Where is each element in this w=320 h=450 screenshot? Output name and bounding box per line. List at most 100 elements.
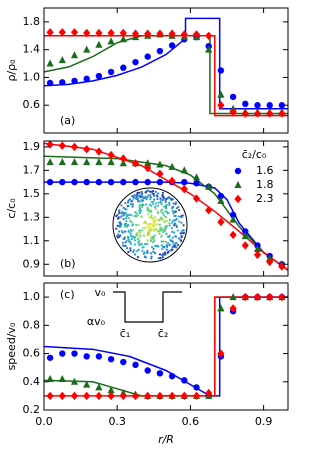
particle	[161, 199, 164, 202]
particle	[174, 201, 178, 204]
particle	[118, 221, 121, 224]
point	[242, 100, 249, 108]
particle	[153, 252, 157, 255]
point	[241, 232, 249, 240]
point	[95, 383, 103, 391]
particle	[152, 194, 156, 198]
point	[119, 154, 127, 163]
particle	[137, 194, 141, 197]
speed-step	[113, 291, 182, 323]
particle	[116, 217, 120, 220]
particle	[164, 240, 167, 243]
particle	[149, 198, 152, 201]
particle	[116, 224, 119, 228]
particle	[141, 249, 144, 253]
x-tick-label: 0.3	[108, 415, 126, 428]
y-tick-label: 0.6	[23, 347, 41, 360]
particle	[180, 215, 183, 219]
particle	[126, 201, 130, 204]
point	[58, 391, 66, 401]
particle	[147, 212, 150, 216]
point	[58, 28, 66, 37]
particle	[135, 194, 139, 197]
particle	[165, 244, 168, 247]
particle	[152, 203, 155, 206]
point	[120, 358, 127, 366]
theory-line	[43, 296, 288, 397]
point	[241, 109, 249, 118]
point	[70, 158, 79, 166]
particle	[152, 189, 155, 193]
particle	[135, 212, 138, 215]
particle	[147, 222, 151, 226]
particle	[132, 249, 136, 252]
particle	[159, 200, 162, 203]
legend-label: 1.6	[256, 164, 274, 177]
particle	[138, 229, 141, 232]
point	[144, 29, 152, 38]
point	[144, 53, 151, 60]
y-axis-label: speed/v₀	[5, 322, 18, 370]
point	[95, 28, 103, 38]
point	[229, 230, 237, 240]
point	[83, 178, 90, 186]
particle	[160, 234, 163, 237]
particle	[127, 237, 130, 241]
particle	[133, 236, 137, 239]
particle	[164, 216, 168, 219]
particle	[155, 223, 158, 226]
particle	[129, 219, 132, 223]
particle	[133, 253, 137, 256]
y-tick-label: 0.2	[23, 403, 41, 416]
particle	[156, 245, 160, 248]
axes-frame	[43, 140, 289, 277]
particle	[135, 215, 138, 218]
point	[83, 158, 91, 166]
point	[192, 30, 201, 39]
particle	[162, 219, 166, 223]
particle	[122, 214, 125, 217]
particle	[147, 231, 151, 234]
particle	[164, 200, 167, 203]
point	[71, 350, 78, 357]
point	[180, 184, 188, 194]
particle	[163, 205, 166, 208]
point	[132, 178, 139, 186]
x-tick-label: 0.6	[182, 415, 200, 428]
y-tick-label: 0.6	[23, 98, 41, 111]
point	[266, 109, 274, 118]
point	[83, 75, 90, 83]
point	[278, 262, 286, 271]
particle	[118, 216, 121, 219]
particle	[161, 211, 165, 215]
particle	[122, 217, 125, 221]
particle	[172, 231, 175, 234]
particle	[161, 228, 165, 231]
particle	[120, 229, 123, 232]
point	[58, 374, 66, 382]
y-tick-label: 1.8	[23, 15, 41, 28]
particle	[138, 200, 141, 203]
particle	[160, 216, 163, 219]
particle	[162, 240, 165, 243]
y-tick-label: 1.4	[23, 43, 41, 56]
particle	[115, 227, 118, 230]
particle	[140, 242, 143, 246]
point	[254, 102, 261, 109]
particle	[140, 193, 144, 196]
particle	[149, 229, 152, 232]
point	[95, 178, 103, 186]
legend-label: 2.3	[256, 192, 274, 205]
particle	[175, 246, 178, 249]
particle	[180, 236, 183, 239]
particle	[160, 244, 163, 247]
point	[205, 31, 213, 40]
particle	[154, 202, 157, 205]
particle	[118, 225, 122, 229]
point	[242, 228, 249, 235]
point	[144, 178, 151, 186]
point	[205, 182, 213, 190]
point	[193, 384, 200, 391]
particle	[125, 246, 129, 250]
inset-disk	[112, 187, 188, 263]
